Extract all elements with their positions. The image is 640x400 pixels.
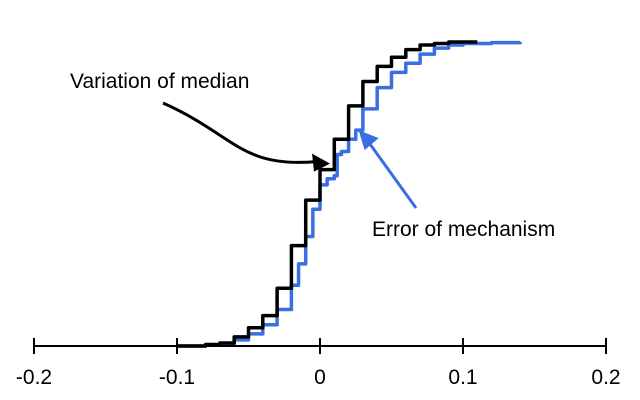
x-tick-label: 0.1 bbox=[448, 366, 477, 389]
x-tick-label: -0.1 bbox=[159, 366, 195, 389]
series-layer bbox=[177, 40, 522, 348]
median-annotation-arrow bbox=[162, 101, 317, 164]
x-tick-label: -0.2 bbox=[16, 366, 52, 389]
mechanism-error-cdf-line bbox=[177, 40, 522, 348]
annotation-layer: Variation of median Error of mechanism bbox=[70, 70, 555, 241]
error-arrowhead bbox=[358, 130, 379, 151]
median-cdf-line bbox=[177, 40, 478, 348]
error-annotation-arrow bbox=[367, 141, 418, 209]
x-tick-label: 0 bbox=[314, 366, 326, 389]
x-tick-label: 0.2 bbox=[591, 366, 620, 389]
median-arrowhead bbox=[312, 153, 331, 172]
x-axis: -0.2 -0.1 0 0.1 0.2 bbox=[16, 338, 621, 389]
median-annotation-label: Variation of median bbox=[70, 70, 249, 93]
error-annotation-label: Error of mechanism bbox=[372, 218, 555, 241]
